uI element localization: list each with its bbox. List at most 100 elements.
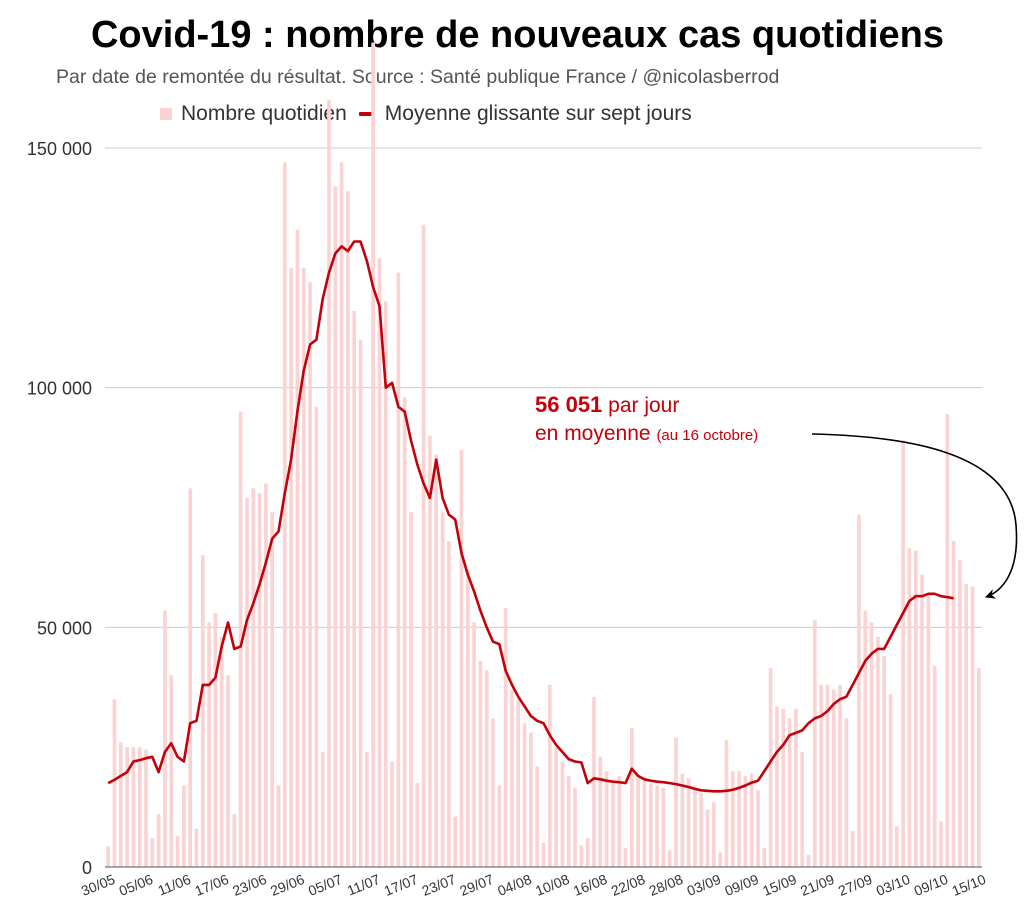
- bar: [503, 608, 508, 867]
- bar: [188, 488, 193, 867]
- bar: [566, 775, 571, 867]
- bar: [137, 747, 142, 867]
- bar: [926, 593, 931, 867]
- bar: [932, 665, 937, 867]
- bar: [686, 778, 691, 867]
- bar: [857, 514, 861, 867]
- bar: [844, 718, 849, 867]
- bar: [876, 636, 880, 867]
- bar: [453, 816, 457, 867]
- bar: [522, 723, 527, 867]
- bar: [642, 778, 647, 867]
- bar: [945, 414, 950, 867]
- legend-label-bars: Nombre quotidien: [181, 102, 347, 125]
- bar: [320, 751, 325, 867]
- x-tick-label: 04/08: [495, 871, 534, 899]
- bar: [674, 737, 678, 867]
- bar: [617, 775, 622, 867]
- bar: [150, 838, 155, 867]
- bar: [749, 773, 754, 867]
- annotation-arrow: [811, 433, 1018, 599]
- annotation-line-1: 56 051 par jour: [535, 390, 758, 420]
- bar: [623, 847, 628, 867]
- bar: [232, 814, 237, 867]
- bar: [308, 282, 312, 867]
- x-tick-label: 15/09: [760, 871, 799, 899]
- bar: [238, 411, 243, 867]
- y-tick-label: 150 000: [27, 139, 92, 159]
- bar: [547, 684, 552, 867]
- annotation: 56 051 par jour en moyenne (au 16 octobr…: [535, 390, 758, 449]
- bar: [831, 689, 836, 867]
- bar: [913, 550, 918, 867]
- bar: [465, 569, 470, 867]
- bar: [604, 771, 609, 867]
- bar: [516, 699, 521, 867]
- bar: [920, 574, 924, 867]
- x-tick-label: 05/06: [117, 871, 156, 899]
- bar: [459, 449, 464, 867]
- bar: [737, 771, 741, 867]
- x-tick-label: 15/10: [949, 871, 988, 899]
- bar: [219, 636, 224, 867]
- bar: [699, 792, 704, 867]
- x-tick-label: 11/07: [345, 871, 383, 899]
- bar: [415, 783, 420, 867]
- bar: [648, 783, 653, 867]
- bar: [775, 706, 779, 867]
- bar: [402, 397, 407, 867]
- bar: [863, 610, 868, 867]
- bar: [484, 670, 489, 867]
- bar: [705, 809, 710, 867]
- bar: [440, 512, 445, 867]
- bar: [131, 747, 136, 867]
- x-tick-label: 03/09: [684, 871, 723, 899]
- bar: [194, 828, 199, 867]
- bar: [144, 749, 148, 867]
- bar: [333, 186, 338, 867]
- bar: [352, 310, 357, 867]
- bar: [598, 756, 603, 867]
- bar: [541, 843, 546, 867]
- line-series: [107, 240, 954, 793]
- x-tick-label: 03/10: [874, 871, 913, 899]
- moving-average-line: [107, 240, 954, 793]
- y-tick-label: 50 000: [37, 618, 92, 638]
- bar: [812, 620, 817, 867]
- x-tick-label: 17/07: [382, 871, 421, 899]
- bar: [169, 675, 174, 867]
- bar: [245, 497, 249, 867]
- bar: [510, 689, 514, 867]
- x-tick-label: 23/06: [230, 871, 269, 899]
- bar: [175, 835, 180, 867]
- bar: [907, 548, 912, 867]
- bar: [390, 761, 394, 867]
- bar: [838, 684, 842, 867]
- x-tick-label: 29/07: [457, 871, 496, 899]
- bar: [964, 584, 969, 867]
- bar: [295, 229, 300, 867]
- bar: [118, 742, 123, 867]
- legend-swatch-line: [358, 112, 373, 116]
- bar: [163, 610, 167, 867]
- bar: [112, 699, 117, 867]
- annotation-value: 56 051: [535, 392, 603, 417]
- bar: [327, 100, 331, 868]
- legend-label-line: Moyenne glissante sur sept jours: [384, 102, 692, 125]
- x-tick-label: 09/10: [912, 871, 951, 899]
- x-tick-label: 10/08: [533, 871, 572, 899]
- bar: [251, 488, 256, 867]
- bar: [850, 831, 855, 867]
- bar: [882, 656, 887, 867]
- bar: [579, 845, 584, 867]
- bar: [667, 850, 672, 867]
- bar: [365, 751, 369, 867]
- bar: [491, 718, 495, 867]
- x-tick-label: 29/06: [268, 871, 307, 899]
- bar: [712, 802, 716, 867]
- bar: [478, 660, 483, 867]
- bar: [535, 766, 540, 867]
- legend-item-line: Moyenne glissante sur sept jours: [358, 102, 692, 126]
- bar: [800, 751, 805, 867]
- bar: [693, 785, 697, 867]
